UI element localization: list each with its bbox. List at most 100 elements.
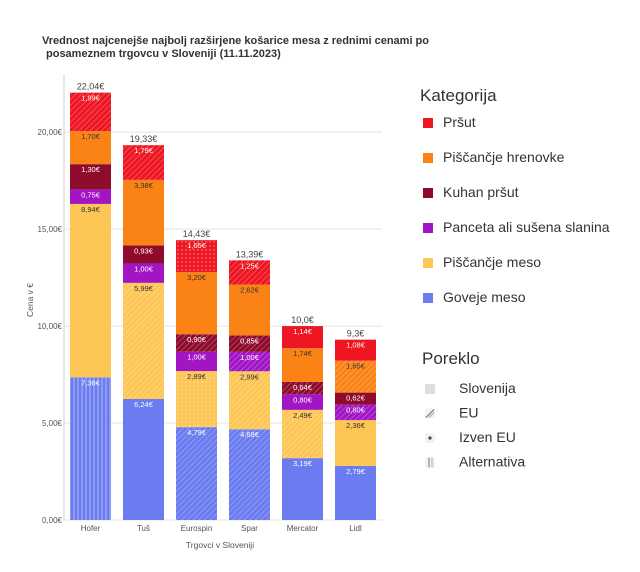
legend: Kategorija Poreklo Pršut Piščančje hrenov… [420,86,610,470]
bar-segment-piscancje-meso [282,409,323,459]
data-label: 2,99€ [240,372,260,381]
bar-segment-kuhan-prsut [282,381,323,395]
data-label: 1,00€ [240,353,260,362]
data-label: 1,25€ [240,261,260,270]
data-label: 1,00€ [187,353,207,362]
data-label: 0,85€ [240,336,260,345]
chart-title-line-2: posameznem trgovcu v Sloveniji (11.11.20… [46,48,281,60]
total-label: 10,0€ [291,315,314,325]
x-tick-label: Lidl [349,524,362,533]
bar-segment-goveje-meso [176,427,217,520]
data-label: 2,49€ [293,411,313,420]
y-tick-label: 0,00€ [42,516,63,525]
bar-segment-goveje-meso [70,377,111,520]
chart-title-line-1: Vrednost najcenejše najbolj razširjene k… [42,35,429,47]
bar-segment-piscancje-meso [335,420,376,466]
legend-swatch-prsut [423,118,433,128]
bar-segment-piscancje-hrenovke [70,131,111,165]
bar-segment-kuhan-prsut [123,245,164,264]
bar-group-eurospin: 4,79€ 2,89€ 1,00€ 0,90€ 3,20€ 1,65€ 14,43€ [176,229,217,520]
data-label: 0,62€ [346,394,366,403]
total-label: 9,3€ [347,329,365,339]
data-label: 2,36€ [346,421,366,430]
bar-segment-piscancje-hrenovke [335,360,376,393]
bar-group-tus: 6,24€ 5,99€ 1,00€ 0,93€ 3,38€ 1,79€ 19,33€ [123,134,164,520]
bar-segment-prsut [70,92,111,132]
data-label: 1,08€ [346,341,366,350]
bar-group-hofer: 7,36€ 8,94€ 0,75€ 1,30€ 1,70€ 1,99€ 22,04€ [70,82,111,520]
bar-segment-prsut [123,145,164,180]
legend-label: EU [459,405,478,421]
bar-segment-panceta-ali-susena-slanina [282,394,323,410]
x-tick-label: Hofer [81,524,101,533]
data-label: 0,80€ [293,395,313,404]
x-tick-label: Tuš [137,524,150,533]
legend-swatch-goveje-meso [423,293,433,303]
data-label: 0,90€ [187,335,207,344]
data-label: 1,65€ [187,241,207,250]
bar-segment-goveje-meso [229,429,270,520]
y-tick-label: 5,00€ [42,419,63,428]
legend-label: Piščančje hrenovke [443,149,565,165]
bar-segment-prsut [229,260,270,285]
data-label: 2,89€ [187,372,207,381]
legend-label: Izven EU [459,429,516,445]
x-tick-label: Eurospin [181,524,213,533]
total-label: 13,39€ [236,249,264,259]
bar-segment-panceta-ali-susena-slanina [335,404,376,421]
data-label: 1,74€ [293,349,313,358]
data-label: 1,14€ [293,327,313,336]
bar-segment-panceta-ali-susena-slanina [176,351,217,372]
legend-swatch-alternativa [425,457,435,468]
data-label: 1,00€ [134,264,154,273]
data-label: 3,20€ [187,273,207,282]
legend-swatch-piscancje-meso [423,258,433,268]
data-label: 2,79€ [346,467,366,476]
data-label: 2,62€ [240,286,260,295]
y-tick-label: 10,00€ [38,322,63,331]
bar-segment-kuhan-prsut [70,164,111,190]
bar-segment-piscancje-hrenovke [229,284,270,336]
bar-segment-piscancje-meso [70,203,111,378]
bar-segment-piscancje-meso [176,371,217,428]
data-label: 7,36€ [81,378,101,387]
data-label: 6,24€ [134,400,154,409]
data-label: 1,99€ [81,94,101,103]
data-label: 0,93€ [134,246,154,255]
total-label: 19,33€ [130,134,158,144]
data-label: 5,99€ [134,284,154,293]
legend-swatch-panceta-ali-susena-slanina [423,223,433,233]
total-label: 22,04€ [77,82,105,92]
data-label: 1,79€ [134,146,154,155]
x-tick-label: Spar [241,524,258,533]
grid [64,131,382,521]
total-label: 14,43€ [183,229,211,239]
legend-origin-title: Poreklo [422,349,480,368]
legend-swatch-piscancje-hrenovke [423,153,433,163]
legend-label: Alternativa [459,454,525,470]
data-label: 1,70€ [81,132,101,141]
legend-label: Piščančje meso [443,254,541,270]
bar-segment-goveje-meso [123,398,164,520]
data-label: 4,79€ [187,428,207,437]
legend-label: Kuhan pršut [443,184,519,200]
bar-segment-panceta-ali-susena-slanina [229,351,270,372]
bars: 7,36€ 8,94€ 0,75€ 1,30€ 1,70€ 1,99€ 22,04€ 6,24… [70,82,376,520]
bar-segment-piscancje-hrenovke [176,272,217,335]
bar-segment-piscancje-meso [229,371,270,430]
x-axis: Hofer Tuš Eurospin Spar Mercator Lidl [81,524,362,533]
legend-label: Panceta ali sušena slanina [443,219,610,235]
bar-segment-kuhan-prsut [229,335,270,352]
bar-segment-piscancje-hrenovke [123,179,164,246]
legend-swatch-kuhan-prsut [423,188,433,198]
bar-segment-panceta-ali-susena-slanina [70,189,111,204]
bar-segment-panceta-ali-susena-slanina [123,263,164,283]
data-label: 3,19€ [293,459,313,468]
bar-segment-goveje-meso [282,458,323,520]
y-tick-label: 20,00€ [38,128,63,137]
bar-segment-piscancje-meso [123,282,164,399]
bar-group-mercator: 3,19€ 2,49€ 0,80€ 0,64€ 1,74€ 1,14€ 10,0€ [282,315,323,520]
y-axis: 0,00€ 5,00€ 10,00€ 15,00€ 20,00€ [38,74,65,525]
x-tick-label: Mercator [287,524,319,533]
data-label: 0,64€ [293,383,313,392]
